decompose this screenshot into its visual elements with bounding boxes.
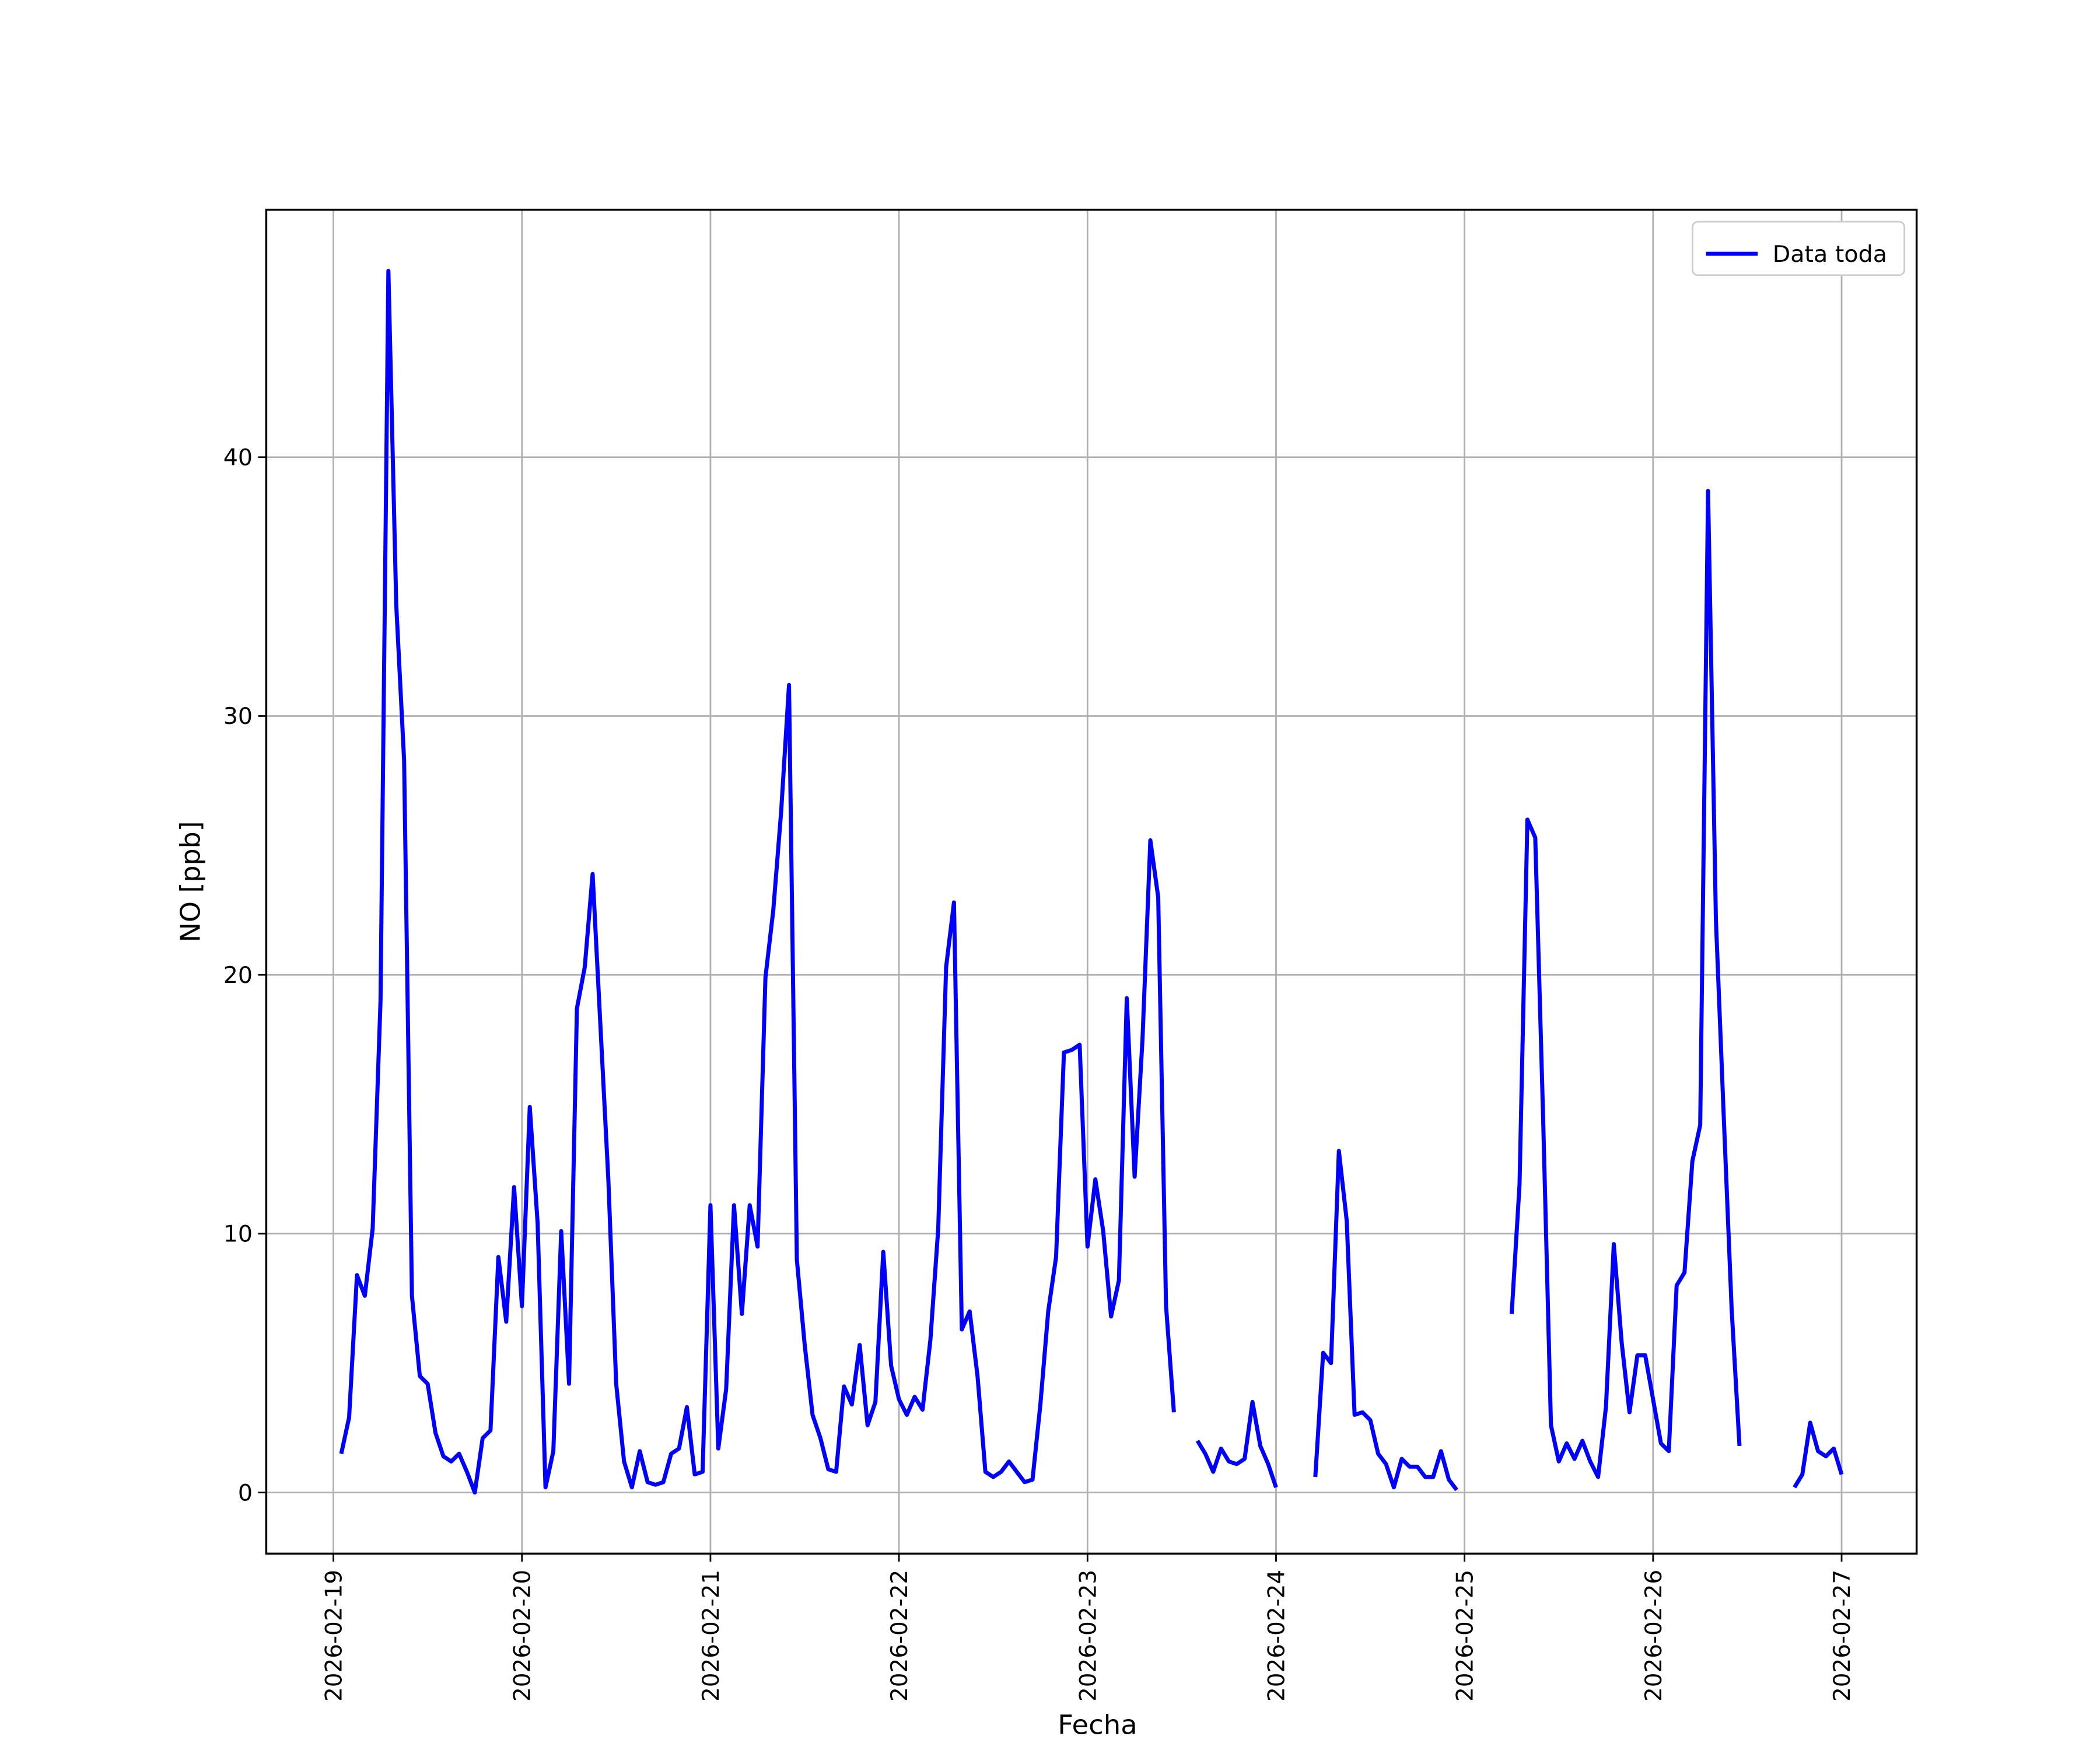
data-line [339, 268, 1844, 1495]
x-tick-label: 2026-02-20 [509, 1570, 536, 1702]
x-tick-label: 2026-02-19 [321, 1570, 347, 1702]
y-tick-label: 30 [223, 704, 253, 730]
y-tick-label: 0 [238, 1480, 253, 1507]
y-tick-label: 40 [223, 445, 253, 471]
x-tick-label: 2026-02-23 [1075, 1570, 1101, 1702]
legend-box [1692, 220, 1906, 276]
x-tick-label: 2026-02-25 [1452, 1570, 1478, 1702]
y-tick-label: 10 [223, 1222, 253, 1248]
y-axis-label: NO [ppb] [174, 821, 206, 943]
x-tick-label: 2026-02-26 [1641, 1570, 1667, 1702]
y-tick-label: 20 [223, 963, 253, 989]
legend-label: Data toda [1773, 242, 1887, 268]
x-tick-label: 2026-02-21 [698, 1570, 724, 1702]
x-tick-label: 2026-02-27 [1829, 1570, 1856, 1702]
x-axis-label: Fecha [1058, 1709, 1138, 1741]
x-tick-label: 2026-02-22 [887, 1570, 913, 1702]
x-tick-label: 2026-02-24 [1264, 1570, 1290, 1702]
axes-frame [265, 208, 1918, 1555]
legend: Data toda [1692, 220, 1906, 276]
